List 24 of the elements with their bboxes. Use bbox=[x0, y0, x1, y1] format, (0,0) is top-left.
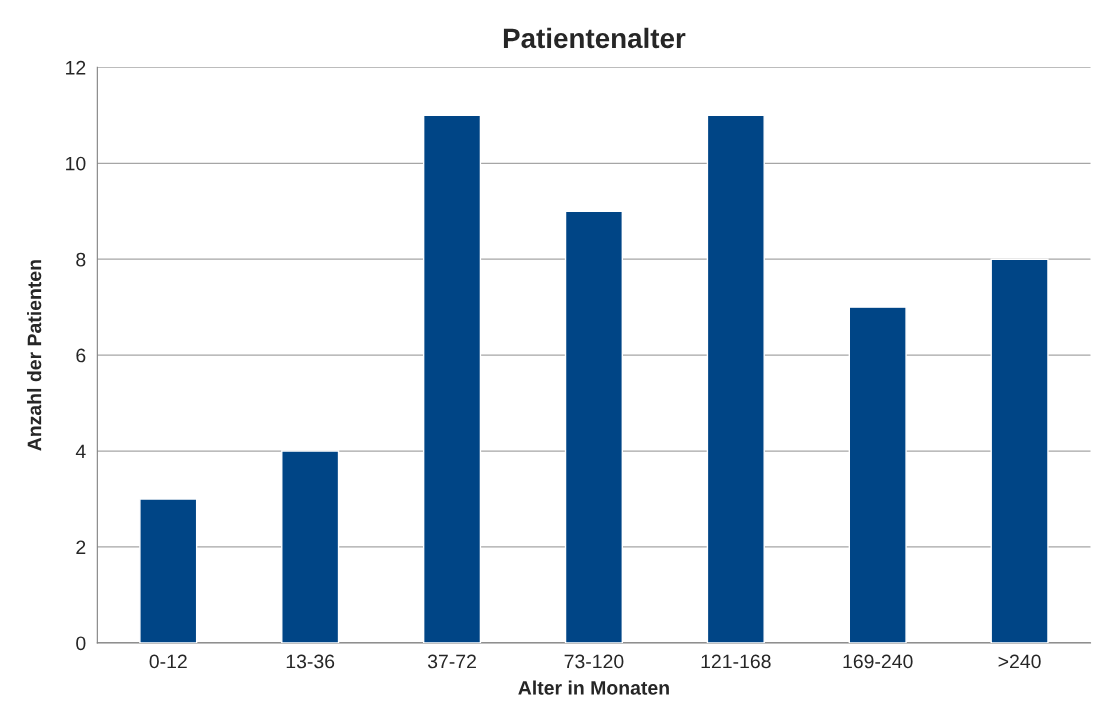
y-tick-label: 12 bbox=[66, 60, 86, 75]
x-tick-label: 13-36 bbox=[286, 654, 335, 669]
bar bbox=[139, 498, 198, 643]
chart-title: Patientenalter bbox=[503, 27, 686, 49]
x-tick-label: 73-120 bbox=[564, 654, 624, 669]
x-tick-label: 37-72 bbox=[427, 654, 476, 669]
bar bbox=[422, 114, 482, 643]
y-tick-label: 6 bbox=[76, 348, 86, 363]
bar bbox=[281, 450, 340, 643]
y-tick-label: 8 bbox=[76, 252, 86, 267]
y-axis-title: Anzahl der Patienten bbox=[27, 260, 42, 451]
x-axis-title: Alter in Monaten bbox=[518, 680, 669, 695]
y-tick-label: 0 bbox=[76, 636, 86, 651]
y-tick-label: 10 bbox=[66, 156, 86, 171]
bar bbox=[848, 306, 907, 643]
x-tick-label: >240 bbox=[998, 654, 1041, 669]
x-tick-label: 0-12 bbox=[149, 654, 187, 669]
bar bbox=[564, 210, 623, 643]
bar bbox=[990, 258, 1049, 643]
x-tick-label: 121-168 bbox=[701, 654, 771, 669]
y-tick-label: 2 bbox=[76, 540, 86, 555]
x-tick-label: 169-240 bbox=[843, 654, 913, 669]
bar bbox=[706, 114, 765, 643]
y-tick-label: 4 bbox=[75, 444, 86, 459]
